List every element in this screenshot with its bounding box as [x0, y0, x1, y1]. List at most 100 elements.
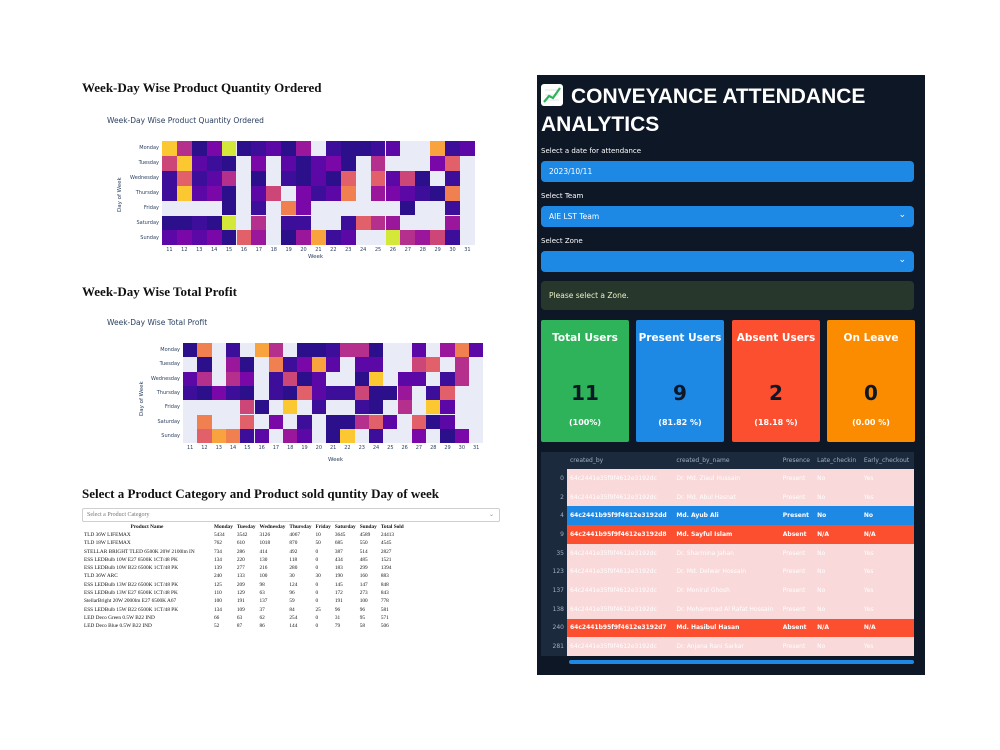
table-cell: ESS LEDBulb 10W B22 6500K 1CT/48 PK: [84, 565, 179, 572]
product-category-select[interactable]: Select a Product Category ⌄: [82, 508, 500, 522]
heatmap-cell: [283, 371, 298, 386]
table-cell: 4067: [289, 532, 300, 538]
table-cell: 0: [315, 623, 319, 630]
table-cell: 280: [289, 565, 298, 572]
table-cell: 506: [380, 623, 389, 630]
heatmap-cell: [251, 200, 267, 216]
zone-select[interactable]: ⌄: [541, 251, 914, 272]
table-cell: No: [814, 469, 861, 488]
profit-heatmap-title: Week-Day Wise Total Profit: [107, 318, 208, 327]
table-cell: 87: [236, 623, 243, 630]
column-header[interactable]: created_by: [567, 452, 674, 469]
team-select[interactable]: AIE LST Team ⌄: [541, 206, 914, 227]
heatmap-cell: [297, 343, 312, 358]
table-cell: No: [814, 543, 861, 563]
heatmap-cell: [296, 200, 311, 216]
heatmap-cell: [197, 371, 212, 386]
table-row[interactable]: 281 64c2441e35f9f4612e3192dc Dr. Anjana Ra…: [541, 637, 914, 656]
table-cell: 0: [315, 598, 319, 605]
heatmap-cell: [326, 414, 341, 429]
table-cell: 95: [359, 614, 366, 621]
card-title: On Leave: [843, 332, 899, 344]
index-header: [541, 452, 567, 469]
heatmap-cell: [191, 185, 207, 201]
table-horizontal-scrollbar[interactable]: [569, 660, 914, 664]
row-index: 123: [541, 562, 567, 582]
heatmap-cell: [268, 357, 284, 372]
table-cell: 843: [380, 590, 389, 597]
table-cell: 64c2441b95f9f4612e3192dd: [567, 506, 674, 526]
heatmap-cell: [368, 385, 384, 401]
heatmap-cell: [162, 170, 177, 186]
card-percentage: (0.00 %): [852, 418, 890, 427]
heatmap-week-label: 20: [300, 247, 307, 254]
heatmap-cell: [225, 428, 241, 444]
table-cell: 1394: [380, 565, 392, 572]
table-cell: No: [814, 506, 861, 526]
table-cell: 0: [315, 565, 319, 572]
heatmap-cell: [283, 428, 298, 444]
heatmap-week-label: 12: [181, 247, 188, 254]
table-cell: 124: [289, 581, 298, 588]
table-row[interactable]: 240 64c2441b95f9f4612e3192d7 Md. Hasibul H…: [541, 618, 914, 638]
table-cell: 133: [236, 573, 245, 580]
table-row[interactable]: 9 64c2441b95f9f4612e3192d8 Md. Sayful Isla…: [541, 525, 914, 544]
heatmap-week-label: 15: [244, 445, 251, 452]
table-cell: TLD 18W LIFEMAX: [84, 540, 131, 547]
heatmap-cell: [400, 170, 416, 186]
attendance-table[interactable]: created_by created_by_name Presence Late_ch…: [541, 452, 914, 656]
table-cell: ESS LEDBulb 15W B22 6500K 1CT/48 PK: [84, 606, 179, 613]
heatmap-cell: [240, 357, 255, 372]
column-header[interactable]: Presence: [779, 452, 815, 469]
heatmap-cell: [176, 215, 192, 231]
heatmap-cell: [183, 343, 198, 358]
table-cell: Yes: [860, 543, 914, 563]
table-cell: 734: [214, 548, 222, 555]
table-cell: 3126: [259, 532, 271, 538]
heatmap-cell: [311, 371, 326, 386]
heatmap-cell: [440, 414, 455, 429]
table-cell: 191: [236, 598, 245, 605]
table-cell: 37: [259, 606, 265, 613]
table-cell: Dr. Md. Delwar Hossain: [673, 562, 780, 582]
column-header[interactable]: created_by_name: [673, 452, 780, 469]
table-cell: 31: [334, 614, 341, 621]
heatmap-cell: [281, 200, 297, 216]
table-row[interactable]: 0 64c2441e35f9f4612e3192dc Dr. Md. Ziaul H…: [541, 469, 914, 488]
table-row[interactable]: 138 64c2441e35f9f4612e3192dc Dr. Mohammad …: [541, 599, 914, 619]
heatmap-cell: [225, 371, 241, 386]
heatmap-cell: [236, 141, 252, 156]
table-row[interactable]: 123 64c2441e35f9f4612e3192dc Dr. Md. Delwa…: [541, 562, 914, 582]
quantity-heatmap-xlabel: Week: [308, 254, 324, 260]
table-cell: Dr. Sharmina Jahan: [673, 543, 780, 563]
date-input[interactable]: 2023/10/11: [541, 161, 914, 182]
heatmap-week-label: 28: [430, 445, 437, 452]
heatmap-cell: [355, 141, 371, 156]
table-cell: 64c2441e35f9f4612e3192dc: [567, 637, 674, 656]
heatmap-cell: [266, 141, 282, 156]
table-cell: 30: [315, 573, 321, 580]
heatmap-week-label: 15: [225, 247, 233, 254]
profit-heatmap-heading: Week-Day Wise Total Profit: [82, 284, 237, 299]
column-header[interactable]: Early_checkout: [860, 452, 914, 469]
column-header: Saturday: [334, 524, 356, 530]
table-row[interactable]: 35 64c2441e35f9f4612e3192dc Dr. Sharmina J…: [541, 543, 914, 563]
table-cell: Dr. Anjana Rani Sarkar: [673, 637, 780, 656]
present-users-card: Present Users 9 (81.82 %): [636, 320, 724, 442]
table-row[interactable]: 4 64c2441b95f9f4612e3192dd Md. Ayub Ali Pre…: [541, 506, 914, 526]
table-cell: 414: [259, 548, 268, 555]
table-cell: 240: [214, 573, 222, 580]
table-cell: 64c2441e35f9f4612e3192dc: [567, 487, 674, 507]
table-row[interactable]: 2 64c2441e35f9f4612e3192dc Dr. Md. Abul Ha…: [541, 487, 914, 507]
column-header[interactable]: Late_checkin: [814, 452, 861, 469]
heatmap-week-label: 14: [229, 445, 237, 452]
heatmap-week-label: 16: [258, 445, 265, 452]
table-cell: 286: [236, 548, 245, 555]
table-cell: 3645: [334, 532, 346, 538]
column-header: Tuesday: [236, 524, 256, 530]
table-row: ESS LEDBulb 13W E27 6500K 1CT/48 PK 110 12…: [82, 589, 406, 597]
table-row: ESS LEDBulb 15W B22 6500K 1CT/48 PK 134 10…: [82, 606, 406, 614]
table-row[interactable]: 137 64c2441e35f9f4612e3192dc Dr. Monirul G…: [541, 581, 914, 600]
heatmap-cell: [283, 385, 298, 401]
heatmap-day-label: Sunday: [161, 432, 180, 439]
